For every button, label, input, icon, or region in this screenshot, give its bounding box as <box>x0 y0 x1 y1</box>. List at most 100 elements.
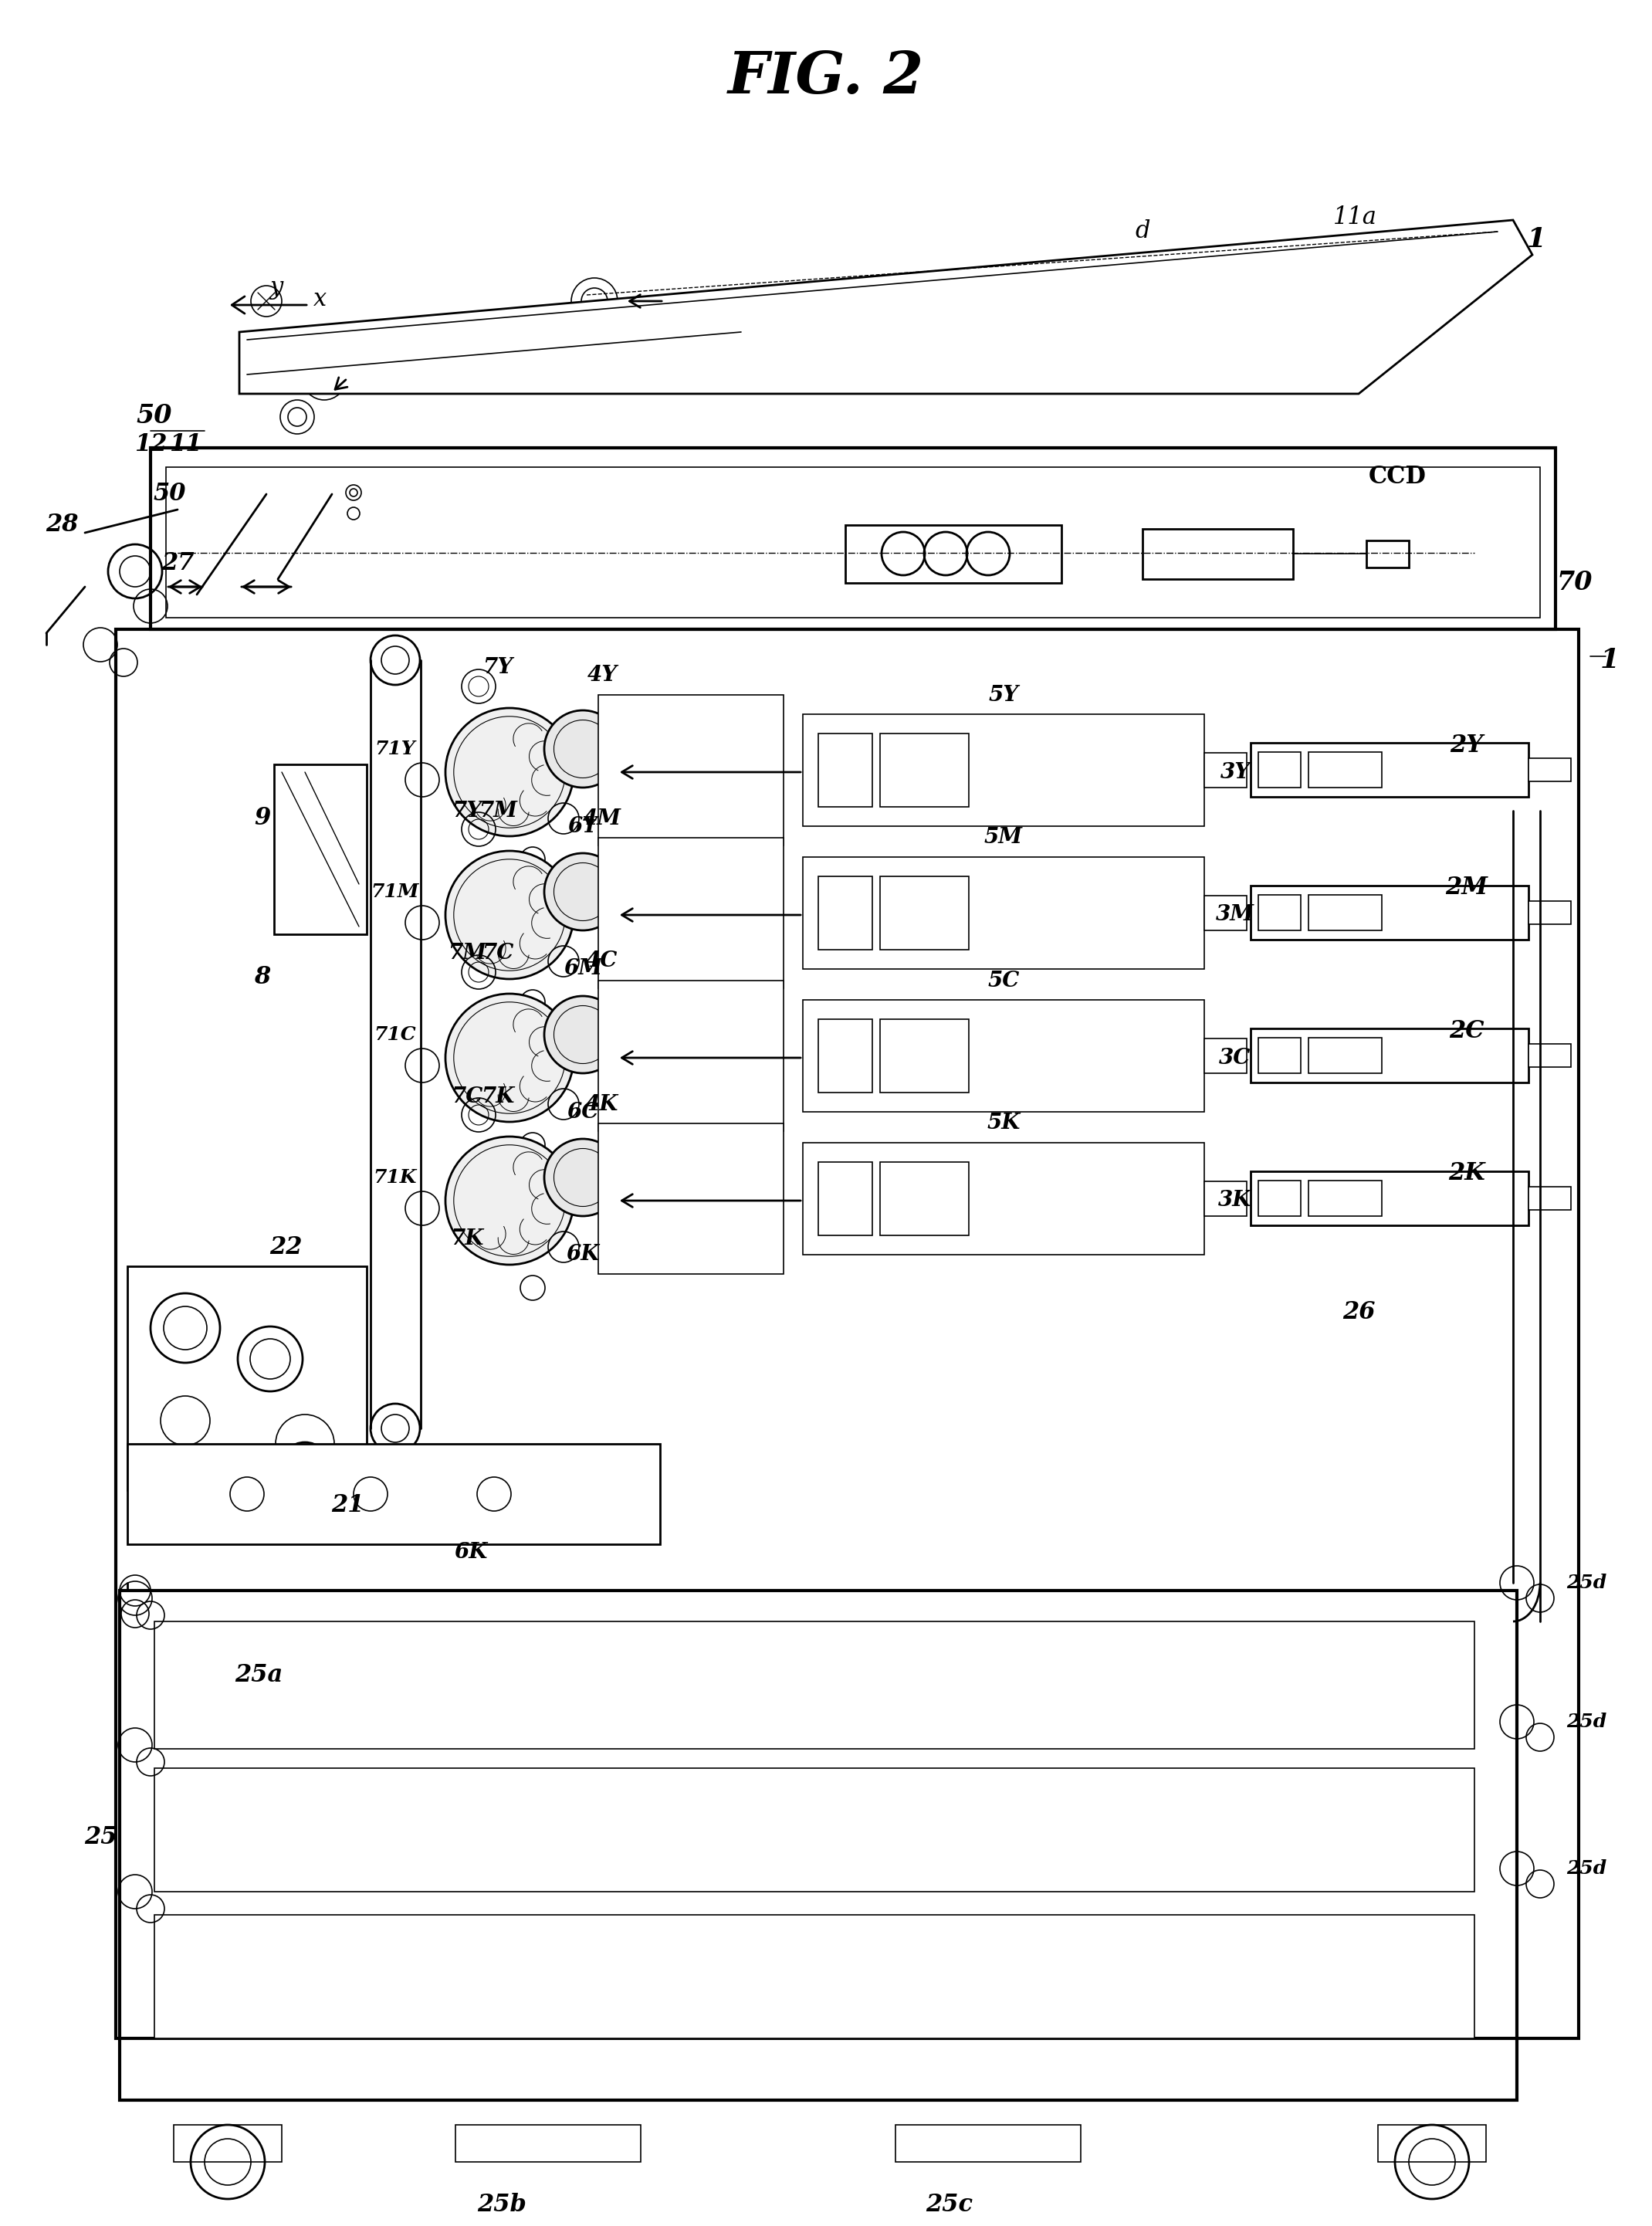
Bar <box>1308 1037 1381 1073</box>
Bar <box>598 982 783 1131</box>
Bar <box>154 1767 1475 1892</box>
Bar <box>803 999 1204 1111</box>
Text: 12: 12 <box>134 432 167 456</box>
Text: 3C: 3C <box>1219 1048 1251 1068</box>
Bar <box>881 735 968 806</box>
Text: 2K: 2K <box>1449 1162 1485 1186</box>
Text: 28: 28 <box>45 512 78 536</box>
Text: 7Y: 7Y <box>453 801 482 821</box>
Text: 25b: 25b <box>477 2193 527 2217</box>
Bar <box>818 1020 872 1093</box>
Text: d: d <box>1135 220 1150 243</box>
Text: 5Y: 5Y <box>988 683 1019 706</box>
Text: 7C: 7C <box>482 944 514 964</box>
Bar <box>456 2126 641 2161</box>
Bar <box>598 695 783 846</box>
Text: 71Y: 71Y <box>375 739 416 759</box>
Text: 4M: 4M <box>583 808 621 828</box>
Bar <box>1251 1171 1528 1224</box>
Bar <box>1204 1040 1247 1073</box>
Text: CCD: CCD <box>1368 465 1426 487</box>
Circle shape <box>544 1140 621 1215</box>
Text: 6K: 6K <box>567 1244 600 1264</box>
Bar <box>1251 743 1528 797</box>
Text: 4K: 4K <box>585 1093 620 1115</box>
Text: 8: 8 <box>254 964 271 988</box>
Text: 50: 50 <box>154 483 187 505</box>
Text: 25d: 25d <box>1566 1859 1606 1879</box>
Bar <box>119 1592 1517 2099</box>
Text: 1: 1 <box>1599 648 1619 672</box>
Text: 2C: 2C <box>1449 1020 1483 1042</box>
Bar <box>1259 1180 1300 1215</box>
Bar <box>154 1914 1475 2039</box>
Text: 71M: 71M <box>372 881 420 902</box>
Text: 50: 50 <box>137 403 172 427</box>
Bar <box>1308 895 1381 930</box>
Text: 71C: 71C <box>373 1026 416 1044</box>
Bar <box>1143 530 1294 579</box>
Bar <box>154 1621 1475 1750</box>
Bar <box>803 857 1204 968</box>
Bar <box>150 447 1556 630</box>
Text: 6C: 6C <box>567 1102 598 1122</box>
Bar <box>1251 886 1528 939</box>
Bar <box>818 877 872 951</box>
Bar <box>895 2126 1080 2161</box>
Bar <box>881 1020 968 1093</box>
Text: 2Y: 2Y <box>1450 732 1483 757</box>
Bar <box>881 1162 968 1235</box>
Circle shape <box>544 995 621 1073</box>
Bar <box>1366 541 1409 568</box>
Text: 71K: 71K <box>373 1169 416 1186</box>
Bar <box>1528 759 1571 781</box>
Text: 7C: 7C <box>451 1086 482 1106</box>
Bar <box>818 1162 872 1235</box>
Text: 3Y: 3Y <box>1221 761 1251 784</box>
Text: 4C: 4C <box>586 951 618 973</box>
Text: 25: 25 <box>84 1825 117 1850</box>
Bar <box>127 1445 661 1545</box>
Text: 70: 70 <box>1556 570 1593 597</box>
Bar <box>1308 752 1381 788</box>
Text: 6Y: 6Y <box>568 815 598 837</box>
Bar <box>1204 895 1247 930</box>
Bar <box>1251 1028 1528 1082</box>
Circle shape <box>544 853 621 930</box>
Text: 1: 1 <box>1526 227 1546 252</box>
Text: y: y <box>269 276 282 298</box>
Text: 7Y: 7Y <box>482 657 514 679</box>
Text: 26: 26 <box>1341 1300 1374 1324</box>
Text: 6M: 6M <box>563 959 601 979</box>
Text: 11a: 11a <box>1333 205 1376 229</box>
Circle shape <box>446 993 573 1122</box>
Text: 25d: 25d <box>1566 1712 1606 1732</box>
Bar <box>127 1267 367 1489</box>
Bar <box>274 764 367 935</box>
Text: FIG. 2: FIG. 2 <box>729 49 923 105</box>
Bar <box>846 525 1062 583</box>
Bar <box>1259 752 1300 788</box>
Text: 27: 27 <box>162 552 193 577</box>
Bar <box>1308 1180 1381 1215</box>
Circle shape <box>446 850 573 979</box>
Text: 9: 9 <box>254 806 271 830</box>
Bar <box>1259 895 1300 930</box>
Text: x: x <box>314 287 327 312</box>
Bar <box>881 877 968 951</box>
Text: 5C: 5C <box>988 971 1019 991</box>
Bar <box>116 630 1579 2039</box>
Bar <box>598 1124 783 1273</box>
Bar <box>173 2126 282 2161</box>
Text: 7K: 7K <box>481 1086 515 1106</box>
Text: 7M: 7M <box>448 944 486 964</box>
Bar <box>803 1142 1204 1255</box>
Text: 25c: 25c <box>925 2193 973 2217</box>
Text: 25d: 25d <box>1566 1574 1606 1592</box>
Bar <box>1528 902 1571 924</box>
Bar <box>1259 1037 1300 1073</box>
Bar <box>165 467 1540 617</box>
Text: 4Y: 4Y <box>586 666 618 686</box>
Bar <box>1204 752 1247 788</box>
Bar <box>1528 1044 1571 1066</box>
